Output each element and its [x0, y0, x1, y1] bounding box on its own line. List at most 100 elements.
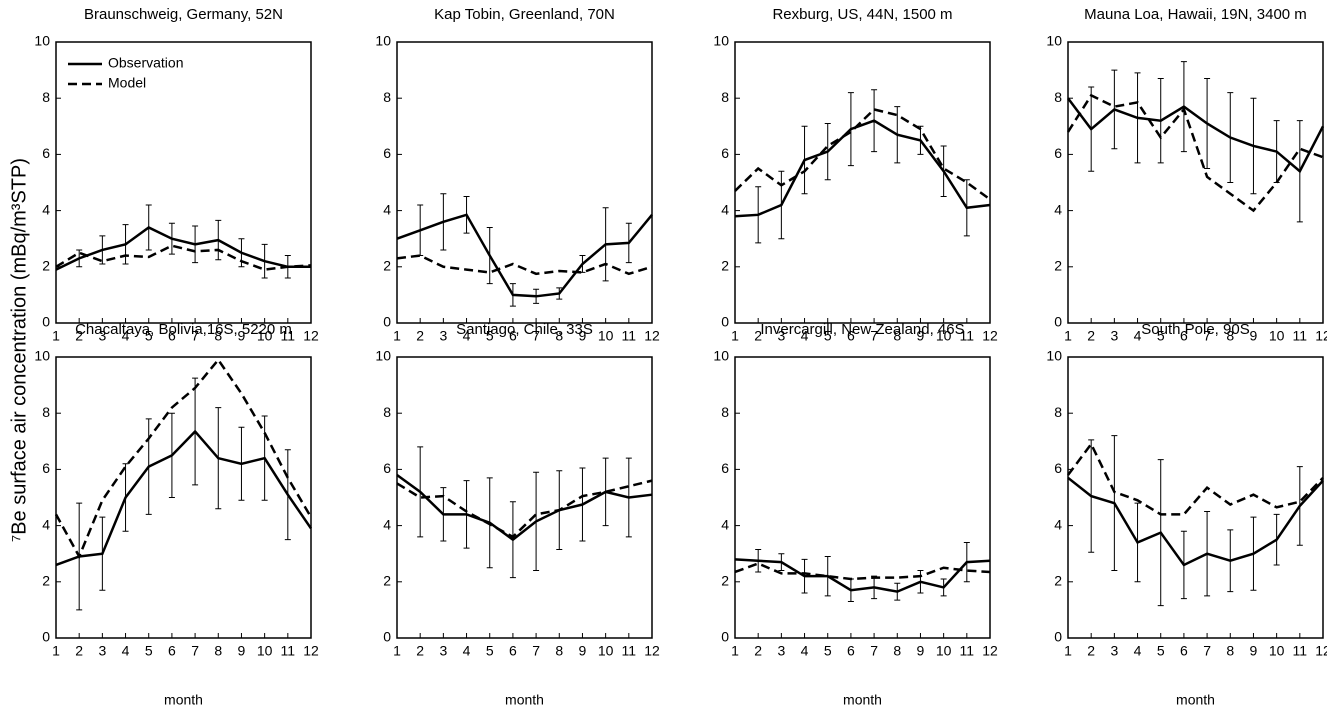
x-tick-label: 2 [416, 643, 424, 659]
error-bar [284, 449, 291, 541]
panel-title: South Pole, 90S [1141, 321, 1249, 338]
x-tick-label: 9 [1250, 328, 1258, 344]
error-bar [1111, 69, 1118, 150]
x-tick-label: 10 [1269, 328, 1285, 344]
x-tick-label: 10 [1269, 643, 1285, 659]
y-tick-label: 2 [721, 573, 729, 589]
error-bar [801, 125, 808, 195]
error-bar [215, 407, 222, 510]
x-tick-label: 9 [917, 328, 925, 344]
error-bar [122, 224, 129, 265]
x-tick-label: 3 [777, 328, 785, 344]
x-tick-label: 1 [52, 328, 60, 344]
x-axis-label: month [843, 692, 882, 708]
x-tick-label: 5 [1157, 328, 1165, 344]
x-tick-label: 11 [622, 643, 637, 659]
y-tick-label: 4 [1054, 201, 1062, 217]
y-axis-label: ⁷Be surface air concentration (mBq/m³STP… [8, 158, 30, 542]
legend-label: Model [108, 75, 146, 91]
x-tick-label: 1 [1064, 643, 1072, 659]
x-tick-label: 9 [579, 328, 587, 344]
error-bar [801, 558, 808, 594]
error-bar [145, 418, 152, 515]
x-tick-label: 4 [463, 328, 471, 344]
error-bar [579, 255, 586, 273]
error-bar [76, 249, 83, 268]
y-tick-label: 4 [42, 201, 50, 217]
y-tick-label: 0 [721, 314, 729, 330]
x-tick-label: 11 [1293, 328, 1308, 344]
x-tick-label: 7 [1203, 328, 1211, 344]
x-tick-label: 7 [532, 643, 540, 659]
error-bar [238, 426, 245, 501]
x-tick-label: 4 [122, 328, 130, 344]
y-tick-label: 0 [383, 629, 391, 645]
x-tick-label: 6 [847, 643, 855, 659]
x-tick-label: 9 [579, 643, 587, 659]
x-tick-label: 12 [303, 328, 319, 344]
error-bar [533, 288, 540, 304]
x-tick-label: 5 [824, 643, 832, 659]
panel-title: Kap Tobin, Greenland, 70N [434, 6, 615, 23]
error-bar [917, 570, 924, 594]
y-tick-label: 10 [34, 348, 50, 364]
y-tick-label: 4 [383, 201, 391, 217]
x-axis-label: month [164, 692, 203, 708]
plot-frame [1067, 356, 1324, 639]
y-tick-label: 2 [383, 258, 391, 274]
error-bar [1227, 92, 1234, 183]
error-bar [417, 446, 424, 538]
x-tick-label: 10 [936, 643, 952, 659]
error-bar [145, 204, 152, 251]
x-tick-label: 10 [598, 643, 614, 659]
y-tick-label: 0 [721, 629, 729, 645]
x-tick-label: 12 [1315, 328, 1327, 344]
x-tick-label: 1 [731, 643, 739, 659]
error-bar [1180, 530, 1187, 600]
x-tick-label: 2 [75, 328, 83, 344]
error-bar [533, 471, 540, 572]
x-tick-label: 5 [824, 328, 832, 344]
series-line [1066, 93, 1324, 213]
x-tick-label: 6 [1180, 328, 1188, 344]
error-bar [1111, 435, 1118, 572]
x-axis-label: month [505, 692, 544, 708]
x-tick-label: 5 [145, 328, 153, 344]
y-tick-label: 8 [383, 89, 391, 105]
x-tick-label: 8 [214, 328, 222, 344]
error-bar [963, 541, 970, 583]
x-tick-label: 3 [98, 328, 106, 344]
x-tick-label: 12 [982, 328, 998, 344]
error-bar [509, 283, 516, 307]
x-tick-label: 1 [52, 643, 60, 659]
x-tick-label: 3 [1110, 643, 1118, 659]
x-tick-label: 2 [754, 328, 762, 344]
series-line [1066, 441, 1324, 516]
y-tick-label: 6 [42, 145, 50, 161]
x-tick-label: 12 [644, 328, 660, 344]
series-line [734, 558, 991, 593]
error-bar [1227, 529, 1234, 593]
error-bar [1134, 72, 1141, 164]
error-bar [917, 125, 924, 155]
error-bar [602, 207, 609, 282]
series-line [55, 244, 312, 271]
x-tick-label: 4 [1134, 643, 1142, 659]
x-tick-label: 10 [598, 328, 614, 344]
x-tick-label: 11 [281, 328, 296, 344]
y-tick-label: 2 [42, 258, 50, 274]
error-bar [1134, 502, 1141, 583]
x-tick-label: 4 [1134, 328, 1142, 344]
panel-title: Rexburg, US, 44N, 1500 m [772, 6, 952, 23]
x-tick-label: 12 [303, 643, 319, 659]
x-tick-label: 8 [893, 643, 901, 659]
panel-title: Chacaltaya, Bolivia,16S, 5220 m [75, 321, 292, 338]
error-bar [755, 548, 762, 573]
error-bar [1273, 513, 1280, 566]
x-tick-label: 7 [1203, 643, 1211, 659]
y-tick-label: 8 [42, 404, 50, 420]
x-tick-label: 8 [1226, 643, 1234, 659]
x-tick-label: 9 [238, 328, 246, 344]
plot-frame [55, 41, 312, 324]
